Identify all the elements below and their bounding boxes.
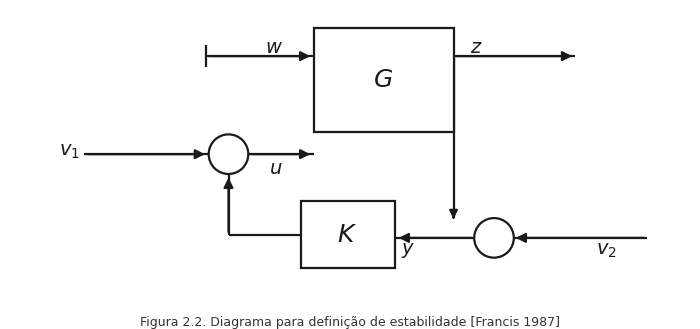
Text: Figura 2.2. Diagrama para definição de estabilidade [Francis 1987]: Figura 2.2. Diagrama para definição de e…: [140, 316, 560, 329]
Text: $w$: $w$: [265, 39, 283, 57]
Text: $K$: $K$: [337, 224, 357, 247]
Bar: [300, 201, 395, 268]
Circle shape: [474, 218, 514, 258]
Text: $G$: $G$: [373, 69, 393, 92]
Text: $v_2$: $v_2$: [596, 241, 617, 260]
Text: $u$: $u$: [270, 161, 283, 178]
Circle shape: [209, 134, 248, 174]
Text: $z$: $z$: [470, 39, 482, 57]
Bar: [314, 28, 454, 132]
Text: $v_1$: $v_1$: [59, 142, 80, 161]
Text: $y$: $y$: [401, 241, 416, 260]
